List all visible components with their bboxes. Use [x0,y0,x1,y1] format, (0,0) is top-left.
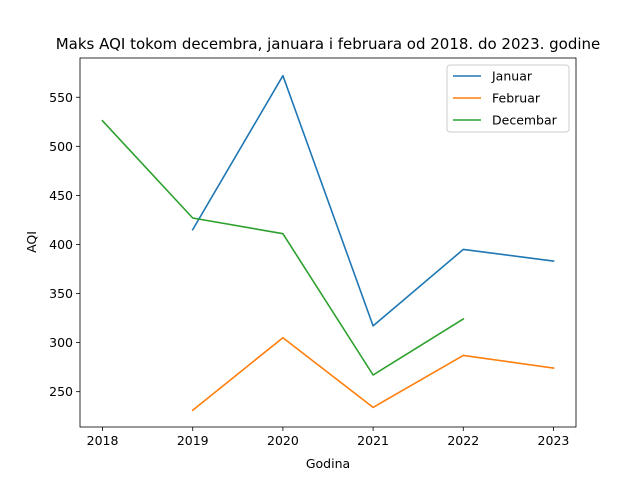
y-axis-label: AQI [24,231,39,253]
x-axis: 2018 2019 2020 2021 2022 2023 [87,427,570,448]
legend-box [446,64,570,133]
y-tick-label: 450 [49,188,73,203]
series-line-januar [191,74,555,327]
y-tick-label: 500 [49,139,73,154]
x-tick-label: 2020 [267,433,299,448]
series-line-decembar [101,119,465,376]
y-tick-label: 250 [49,384,73,399]
y-tick-label: 350 [49,286,73,301]
y-tick-label: 550 [49,90,73,105]
series-line-februar [191,336,555,412]
plot-frame [79,57,577,428]
x-tick-label: 2019 [177,433,209,448]
y-tick-label: 300 [49,335,73,350]
x-tick-label: 2022 [447,433,479,448]
series-layer [101,74,555,412]
x-tick-label: 2021 [357,433,389,448]
chart-title: Maks AQI tokom decembra, januara i febru… [56,35,601,53]
legend-label-januar: Januar [491,69,533,84]
x-tick-label: 2023 [538,433,570,448]
legend-label-decembar: Decembar [492,113,558,128]
y-axis: 250 300 350 400 450 500 550 [49,90,80,399]
x-axis-label: Godina [306,456,350,471]
legend: Januar Februar Decembar [446,64,570,133]
y-tick-label: 400 [49,237,73,252]
x-tick-label: 2018 [87,433,119,448]
legend-label-februar: Februar [492,91,541,106]
